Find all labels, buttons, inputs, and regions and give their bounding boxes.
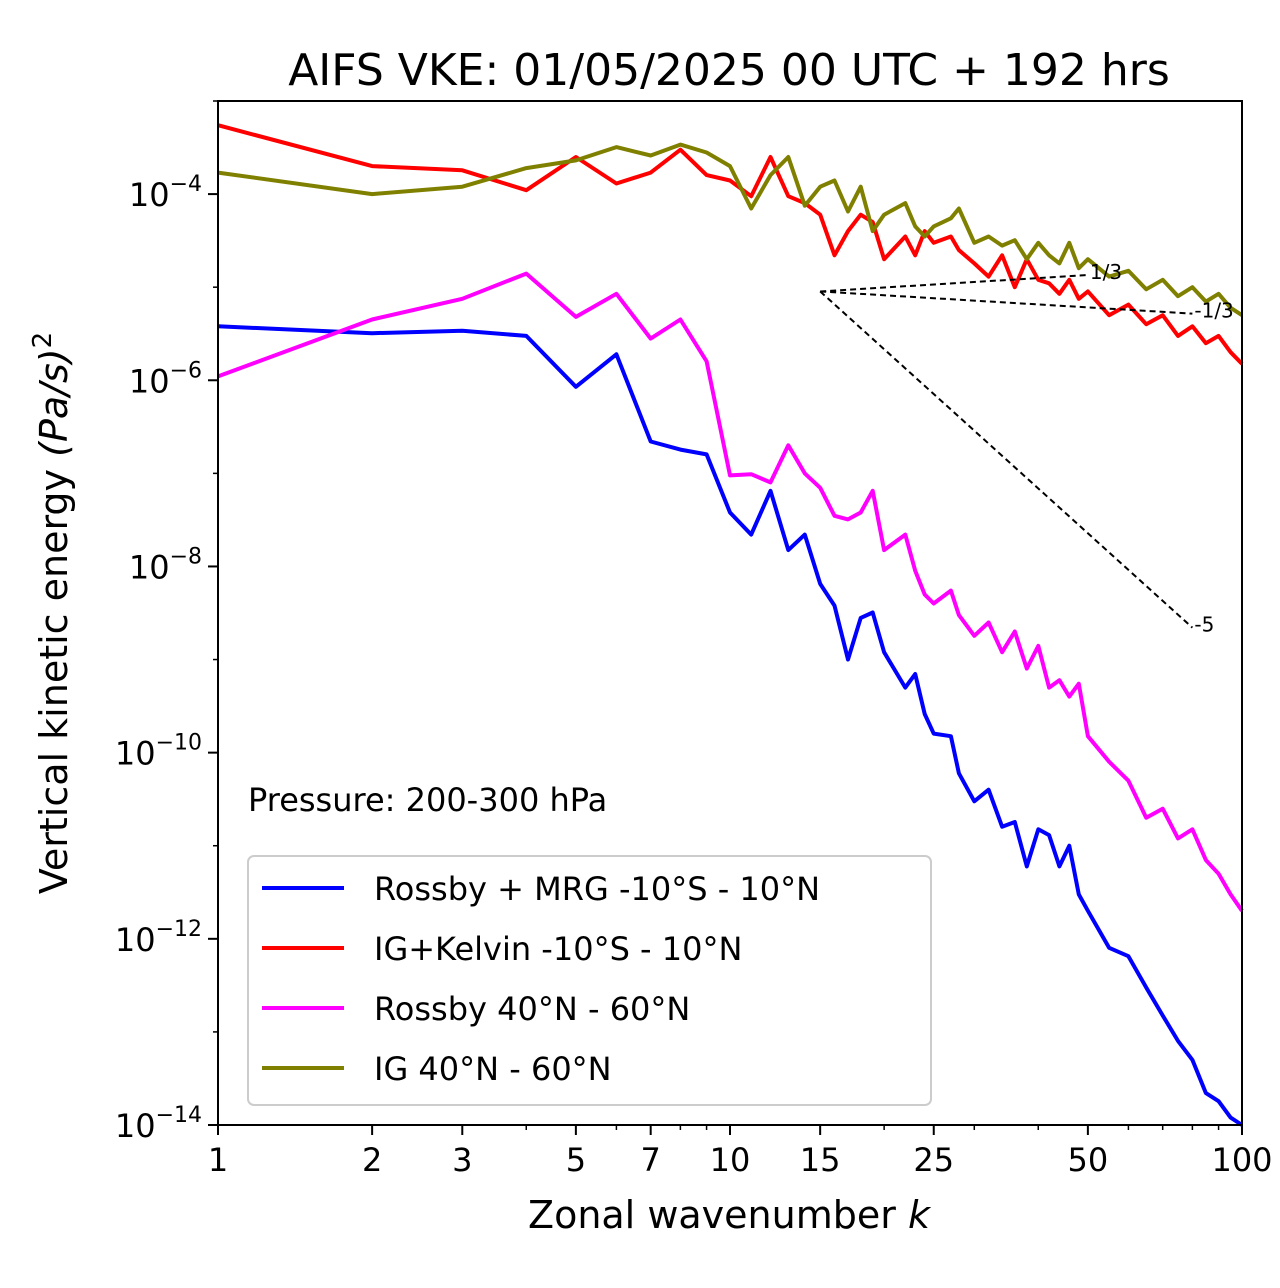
y-axis-ticks: 10−4 10−6 10−8 10−10 10−12 10−14 bbox=[115, 100, 218, 1145]
x-tick-label: 10 bbox=[710, 1141, 751, 1179]
x-tick-label: 5 bbox=[566, 1141, 586, 1179]
y-tick-label: 10−6 bbox=[129, 358, 202, 400]
y-axis-label: Vertical kinetic energy (Pa/s)2 bbox=[28, 332, 76, 894]
x-axis-label: Zonal wavenumber k bbox=[528, 1193, 932, 1237]
reference-label-0: 1/3 bbox=[1090, 260, 1122, 284]
x-tick-label: 2 bbox=[362, 1141, 382, 1179]
series-line-2 bbox=[217, 271, 1244, 912]
series-line-0 bbox=[217, 324, 1244, 1127]
reference-slope-group: 1/3 -1/3 -5 bbox=[819, 260, 1234, 637]
pressure-annotation: Pressure: 200-300 hPa bbox=[248, 781, 607, 819]
x-tick-label: 3 bbox=[452, 1141, 472, 1179]
y-tick-label: 10−10 bbox=[115, 731, 202, 773]
x-tick-label: 15 bbox=[800, 1141, 841, 1179]
x-tick-label: 50 bbox=[1068, 1141, 1109, 1179]
x-tick-label: 1 bbox=[208, 1141, 228, 1179]
series-line-3 bbox=[217, 142, 1244, 317]
reference-line-1 bbox=[820, 290, 1193, 315]
reference-line-0 bbox=[820, 274, 1088, 293]
x-axis-ticks: 1 2 3 5 7 10 15 25 50 100 bbox=[208, 1125, 1273, 1179]
legend-label-1: IG+Kelvin -10°S - 10°N bbox=[374, 930, 742, 968]
legend: Rossby + MRG -10°S - 10°N IG+Kelvin -10°S… bbox=[247, 855, 932, 1106]
x-tick-label: 100 bbox=[1211, 1141, 1272, 1179]
series-line-1 bbox=[217, 123, 1244, 366]
legend-label-2: Rossby 40°N - 60°N bbox=[374, 990, 690, 1028]
reference-line-2 bbox=[819, 290, 1194, 629]
legend-box bbox=[247, 855, 932, 1106]
x-tick-label: 7 bbox=[641, 1141, 661, 1179]
chart-title: AIFS VKE: 01/05/2025 00 UTC + 192 hrs bbox=[288, 45, 1170, 96]
y-tick-label: 10−8 bbox=[129, 544, 202, 586]
legend-label-3: IG 40°N - 60°N bbox=[374, 1050, 612, 1088]
reference-label-2: -5 bbox=[1194, 613, 1214, 637]
reference-label-1: -1/3 bbox=[1194, 299, 1233, 323]
legend-label-0: Rossby + MRG -10°S - 10°N bbox=[374, 870, 820, 908]
x-tick-label: 25 bbox=[913, 1141, 954, 1179]
y-tick-label: 10−12 bbox=[115, 917, 202, 959]
y-tick-label: 10−14 bbox=[115, 1103, 202, 1145]
y-tick-label: 10−4 bbox=[129, 172, 202, 214]
